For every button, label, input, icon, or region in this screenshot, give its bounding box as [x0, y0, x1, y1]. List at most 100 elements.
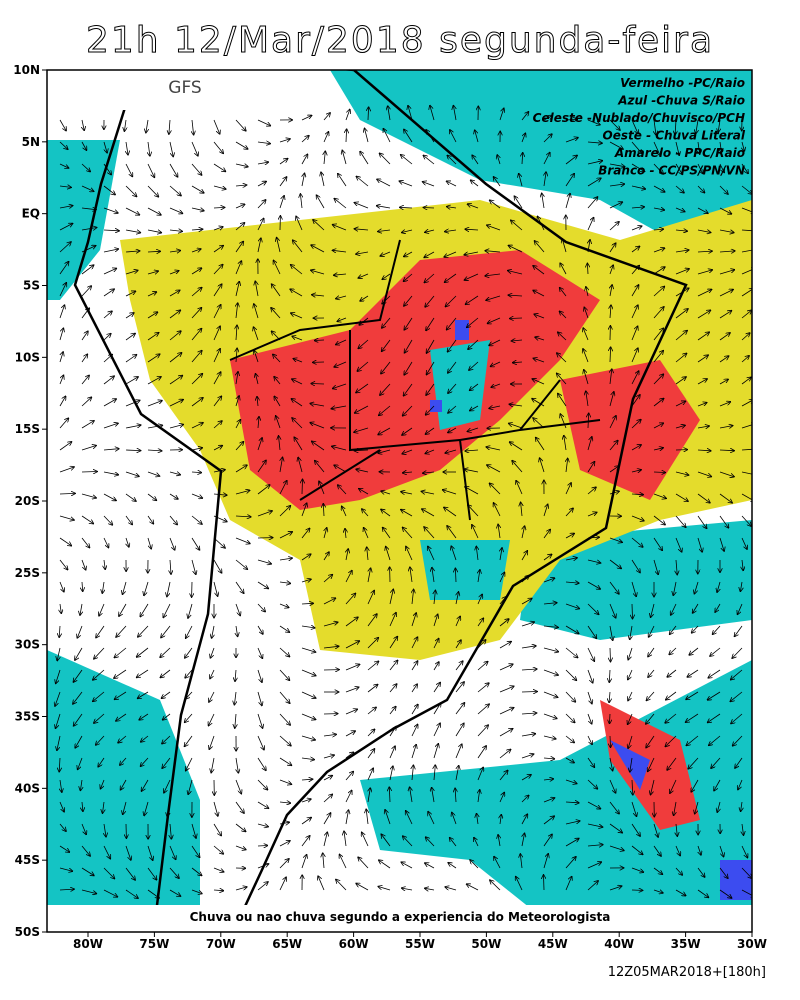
- wind-arrow: [103, 249, 118, 253]
- wind-arrow: [323, 813, 331, 825]
- wind-arrow: [425, 888, 435, 890]
- wind-arrow: [587, 779, 597, 789]
- wind-arrow: [323, 113, 330, 121]
- wind-arrow: [81, 493, 96, 498]
- wind-arrow: [213, 867, 224, 872]
- wind-arrow: [628, 669, 633, 680]
- wind-arrow: [125, 251, 140, 252]
- wind-arrow: [631, 420, 641, 429]
- wind-arrow: [81, 867, 94, 876]
- wind-arrow: [274, 261, 281, 275]
- wind-arrow: [279, 558, 292, 560]
- wind-arrow: [697, 270, 712, 275]
- wind-arrow: [191, 374, 202, 385]
- wind-arrow: [412, 590, 414, 605]
- wind-arrow: [610, 305, 611, 319]
- wind-arrow: [738, 779, 743, 790]
- wind-arrow: [235, 801, 244, 813]
- wind-arrow: [59, 442, 72, 451]
- wind-arrow: [257, 238, 261, 253]
- wind-arrow: [490, 880, 501, 891]
- wind-arrow: [345, 731, 355, 737]
- wind-arrow: [434, 765, 435, 781]
- wind-arrow: [147, 354, 160, 363]
- wind-arrow: [323, 646, 339, 648]
- wind-arrow: [144, 801, 149, 816]
- wind-arrow: [465, 450, 479, 451]
- wind-arrow: [653, 423, 663, 429]
- lon-label: 45W: [538, 937, 568, 951]
- wind-arrow: [465, 487, 479, 495]
- wind-arrow: [588, 240, 590, 253]
- wind-arrow: [485, 251, 501, 252]
- wind-arrow: [162, 757, 171, 768]
- wind-arrow: [359, 317, 369, 325]
- wind-arrow: [301, 669, 316, 676]
- wind-arrow: [587, 801, 600, 809]
- wind-arrow: [367, 638, 378, 649]
- wind-arrow: [565, 534, 574, 539]
- wind-arrow: [81, 375, 89, 385]
- wind-arrow: [609, 163, 625, 167]
- wind-arrow: [103, 471, 118, 475]
- wind-arrow: [719, 251, 735, 252]
- wind-arrow: [587, 757, 594, 767]
- wind-arrow: [468, 339, 479, 349]
- wind-arrow: [279, 735, 291, 746]
- wind-arrow: [587, 881, 598, 891]
- wind-arrow: [675, 537, 682, 552]
- wind-arrow: [356, 177, 369, 187]
- wind-arrow: [169, 425, 183, 429]
- wind-arrow: [213, 326, 220, 341]
- wind-arrow: [448, 339, 457, 352]
- wind-arrow: [160, 669, 171, 678]
- wind-arrow: [477, 746, 486, 759]
- wind-arrow: [741, 333, 750, 341]
- wind-arrow: [408, 106, 413, 121]
- wind-arrow: [631, 537, 643, 547]
- wind-arrow: [675, 230, 687, 231]
- wind-arrow: [470, 405, 479, 411]
- wind-arrow: [631, 845, 643, 855]
- wind-arrow: [254, 304, 259, 319]
- wind-arrow: [210, 669, 215, 679]
- wind-arrow: [256, 374, 259, 385]
- wind-arrow: [114, 669, 127, 678]
- wind-arrow: [213, 559, 222, 573]
- wind-arrow: [323, 622, 338, 627]
- wind-arrow: [147, 230, 161, 233]
- wind-arrow: [509, 404, 523, 406]
- wind-arrow: [610, 369, 612, 385]
- wind-arrow: [313, 220, 325, 231]
- wind-arrow: [451, 546, 457, 561]
- wind-arrow: [358, 339, 369, 348]
- wind-arrow: [169, 141, 173, 157]
- wind-arrow: [447, 317, 457, 330]
- wind-arrow: [609, 845, 624, 851]
- wind-arrow: [279, 603, 289, 608]
- wind-arrow: [421, 491, 435, 494]
- wind-arrow: [164, 779, 171, 793]
- wind-arrow: [169, 331, 181, 341]
- wind-arrow: [445, 887, 457, 891]
- wind-arrow: [169, 889, 181, 896]
- wind-arrow: [366, 809, 368, 825]
- wind-arrow: [337, 317, 347, 321]
- wind-arrow: [400, 207, 413, 208]
- wind-arrow: [587, 581, 600, 589]
- wind-arrow: [653, 537, 662, 550]
- wind-arrow: [565, 483, 571, 495]
- wind-arrow: [365, 128, 369, 143]
- wind-arrow: [324, 528, 327, 539]
- wind-arrow: [587, 197, 598, 209]
- wind-arrow: [467, 427, 479, 432]
- wind-arrow: [257, 142, 270, 144]
- wind-arrow: [96, 625, 105, 638]
- wind-arrow: [125, 515, 132, 525]
- wind-arrow: [543, 530, 550, 539]
- wind-arrow: [609, 537, 622, 542]
- wind-arrow: [717, 581, 720, 592]
- wind-arrow: [336, 339, 347, 345]
- wind-arrow: [719, 493, 732, 503]
